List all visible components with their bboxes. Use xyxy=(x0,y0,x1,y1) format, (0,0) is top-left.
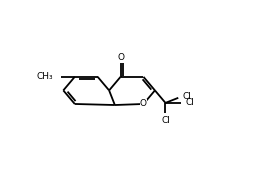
Text: Cl: Cl xyxy=(186,98,195,107)
Text: CH₃: CH₃ xyxy=(37,72,54,81)
Text: O: O xyxy=(140,99,147,109)
Text: Cl: Cl xyxy=(161,116,170,125)
Text: Cl: Cl xyxy=(183,92,192,101)
Text: O: O xyxy=(117,53,124,62)
